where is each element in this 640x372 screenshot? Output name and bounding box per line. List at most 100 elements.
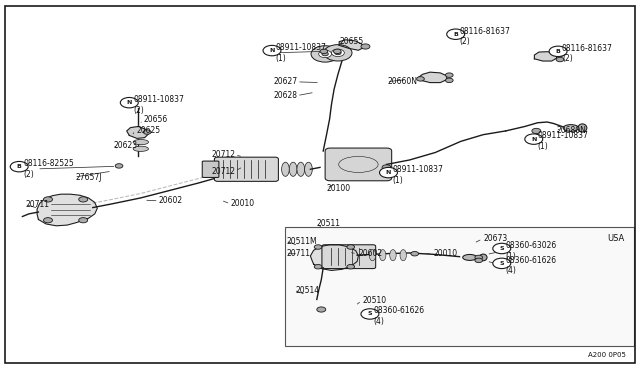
Circle shape — [320, 49, 328, 54]
FancyBboxPatch shape — [325, 148, 392, 181]
Text: A200 0P05: A200 0P05 — [588, 352, 626, 358]
Text: 20510: 20510 — [363, 296, 387, 305]
Text: 08360-63026
(1): 08360-63026 (1) — [506, 241, 557, 261]
Circle shape — [314, 245, 322, 249]
Text: S: S — [499, 246, 504, 251]
Text: 20511: 20511 — [317, 219, 341, 228]
Text: 20623: 20623 — [114, 141, 138, 150]
Circle shape — [347, 245, 355, 249]
Text: B: B — [453, 32, 458, 37]
Text: 27657J: 27657J — [76, 173, 102, 182]
Text: S: S — [499, 261, 504, 266]
Circle shape — [143, 130, 151, 134]
Circle shape — [319, 50, 332, 58]
Text: 08911-10837
(1): 08911-10837 (1) — [392, 165, 443, 185]
Circle shape — [361, 44, 370, 49]
Circle shape — [549, 46, 567, 57]
Bar — [285, 227, 634, 346]
Circle shape — [314, 264, 322, 269]
Text: 20511M: 20511M — [287, 237, 317, 246]
Ellipse shape — [380, 250, 386, 261]
Text: N: N — [269, 48, 275, 53]
Text: 20602: 20602 — [159, 196, 183, 205]
Text: 20660N: 20660N — [387, 77, 417, 86]
Circle shape — [317, 307, 326, 312]
Circle shape — [493, 258, 511, 269]
Ellipse shape — [289, 162, 297, 176]
Ellipse shape — [369, 250, 376, 261]
Text: 20010: 20010 — [434, 249, 458, 258]
Text: 08116-82525
(2): 08116-82525 (2) — [23, 159, 74, 179]
Circle shape — [44, 197, 52, 202]
Text: 20514: 20514 — [295, 286, 319, 295]
Ellipse shape — [339, 156, 378, 173]
Text: B: B — [17, 164, 22, 169]
FancyBboxPatch shape — [202, 161, 219, 177]
Text: 08360-61626
(4): 08360-61626 (4) — [374, 306, 425, 326]
FancyBboxPatch shape — [214, 157, 278, 181]
Ellipse shape — [390, 250, 396, 261]
Ellipse shape — [133, 146, 148, 151]
Circle shape — [311, 46, 339, 62]
Circle shape — [335, 51, 341, 55]
Circle shape — [361, 309, 379, 319]
Circle shape — [44, 218, 52, 223]
Text: 08911-10837
(1): 08911-10837 (1) — [538, 131, 588, 151]
Text: 20673: 20673 — [484, 234, 508, 243]
Text: 20712: 20712 — [211, 167, 236, 176]
Ellipse shape — [463, 254, 477, 260]
Text: 20625: 20625 — [136, 126, 161, 135]
Text: B: B — [556, 49, 561, 54]
Polygon shape — [37, 194, 97, 226]
Circle shape — [475, 258, 483, 263]
Circle shape — [445, 73, 453, 77]
Text: 20627: 20627 — [273, 77, 298, 86]
FancyBboxPatch shape — [322, 245, 376, 269]
Circle shape — [532, 128, 541, 134]
Ellipse shape — [282, 162, 289, 176]
Text: 20100: 20100 — [326, 184, 351, 193]
Text: 20655: 20655 — [339, 37, 364, 46]
Text: 20711: 20711 — [287, 249, 311, 258]
Circle shape — [556, 57, 564, 62]
Circle shape — [332, 49, 344, 57]
Circle shape — [324, 45, 352, 61]
Ellipse shape — [305, 162, 312, 176]
Text: 20712: 20712 — [211, 150, 236, 159]
Text: N: N — [386, 170, 391, 175]
Circle shape — [366, 310, 374, 314]
Text: 20680N: 20680N — [557, 126, 587, 135]
Text: 08116-81637
(2): 08116-81637 (2) — [460, 26, 510, 46]
Ellipse shape — [578, 124, 587, 132]
Circle shape — [347, 264, 355, 269]
Circle shape — [115, 164, 123, 168]
Circle shape — [411, 251, 419, 256]
Circle shape — [263, 45, 281, 56]
Text: 20010: 20010 — [230, 199, 255, 208]
Circle shape — [380, 167, 397, 178]
Polygon shape — [127, 126, 148, 138]
Ellipse shape — [400, 250, 406, 261]
Polygon shape — [534, 52, 557, 61]
Circle shape — [79, 197, 88, 202]
Circle shape — [333, 49, 341, 54]
Circle shape — [525, 134, 543, 144]
Text: 20656: 20656 — [144, 115, 168, 124]
Circle shape — [556, 52, 564, 57]
Text: 20602: 20602 — [358, 249, 383, 258]
Ellipse shape — [297, 162, 305, 176]
Text: 08911-10837
(1): 08911-10837 (1) — [275, 43, 326, 63]
Text: N: N — [127, 100, 132, 105]
Circle shape — [10, 161, 28, 172]
Circle shape — [445, 78, 453, 83]
Ellipse shape — [479, 254, 487, 261]
Circle shape — [475, 255, 483, 260]
Text: 08360-61626
(4): 08360-61626 (4) — [506, 256, 557, 276]
Circle shape — [382, 165, 391, 170]
Ellipse shape — [563, 125, 579, 131]
Text: 08911-10837
(2): 08911-10837 (2) — [133, 95, 184, 115]
Circle shape — [79, 218, 88, 223]
Polygon shape — [310, 245, 358, 270]
Text: S: S — [367, 311, 372, 317]
Ellipse shape — [133, 140, 148, 145]
